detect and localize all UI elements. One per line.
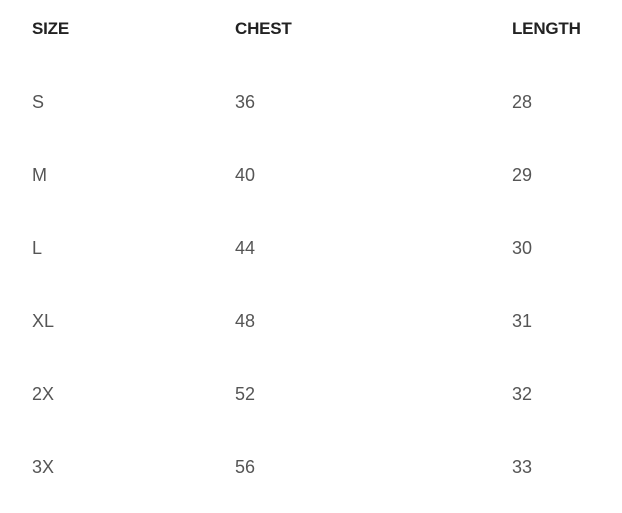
- cell-length: 30: [512, 238, 533, 258]
- cell-size: XL: [32, 311, 55, 331]
- cell-size: M: [32, 165, 47, 185]
- header-length: LENGTH: [512, 19, 581, 38]
- cell-chest: 48: [235, 311, 256, 331]
- cell-chest: 56: [235, 457, 256, 477]
- cell-size: L: [32, 238, 43, 258]
- header-chest: CHEST: [235, 19, 292, 38]
- header-size: SIZE: [32, 19, 69, 38]
- table-row: L 44 30: [0, 233, 622, 263]
- cell-length: 33: [512, 457, 533, 477]
- cell-size: 3X: [32, 457, 55, 477]
- cell-length: 31: [512, 311, 533, 331]
- table-row: XL 48 31: [0, 306, 622, 336]
- cell-size: S: [32, 92, 45, 112]
- table-row: 3X 56 33: [0, 452, 622, 482]
- cell-length: 29: [512, 165, 533, 185]
- cell-length: 32: [512, 384, 533, 404]
- cell-length: 28: [512, 92, 533, 112]
- cell-chest: 40: [235, 165, 256, 185]
- table-row: M 40 29: [0, 160, 622, 190]
- table-row: S 36 28: [0, 87, 622, 117]
- table-header-row: SIZE CHEST LENGTH: [0, 14, 622, 44]
- cell-chest: 36: [235, 92, 256, 112]
- cell-size: 2X: [32, 384, 55, 404]
- cell-chest: 44: [235, 238, 256, 258]
- table-row: 2X 52 32: [0, 379, 622, 409]
- cell-chest: 52: [235, 384, 256, 404]
